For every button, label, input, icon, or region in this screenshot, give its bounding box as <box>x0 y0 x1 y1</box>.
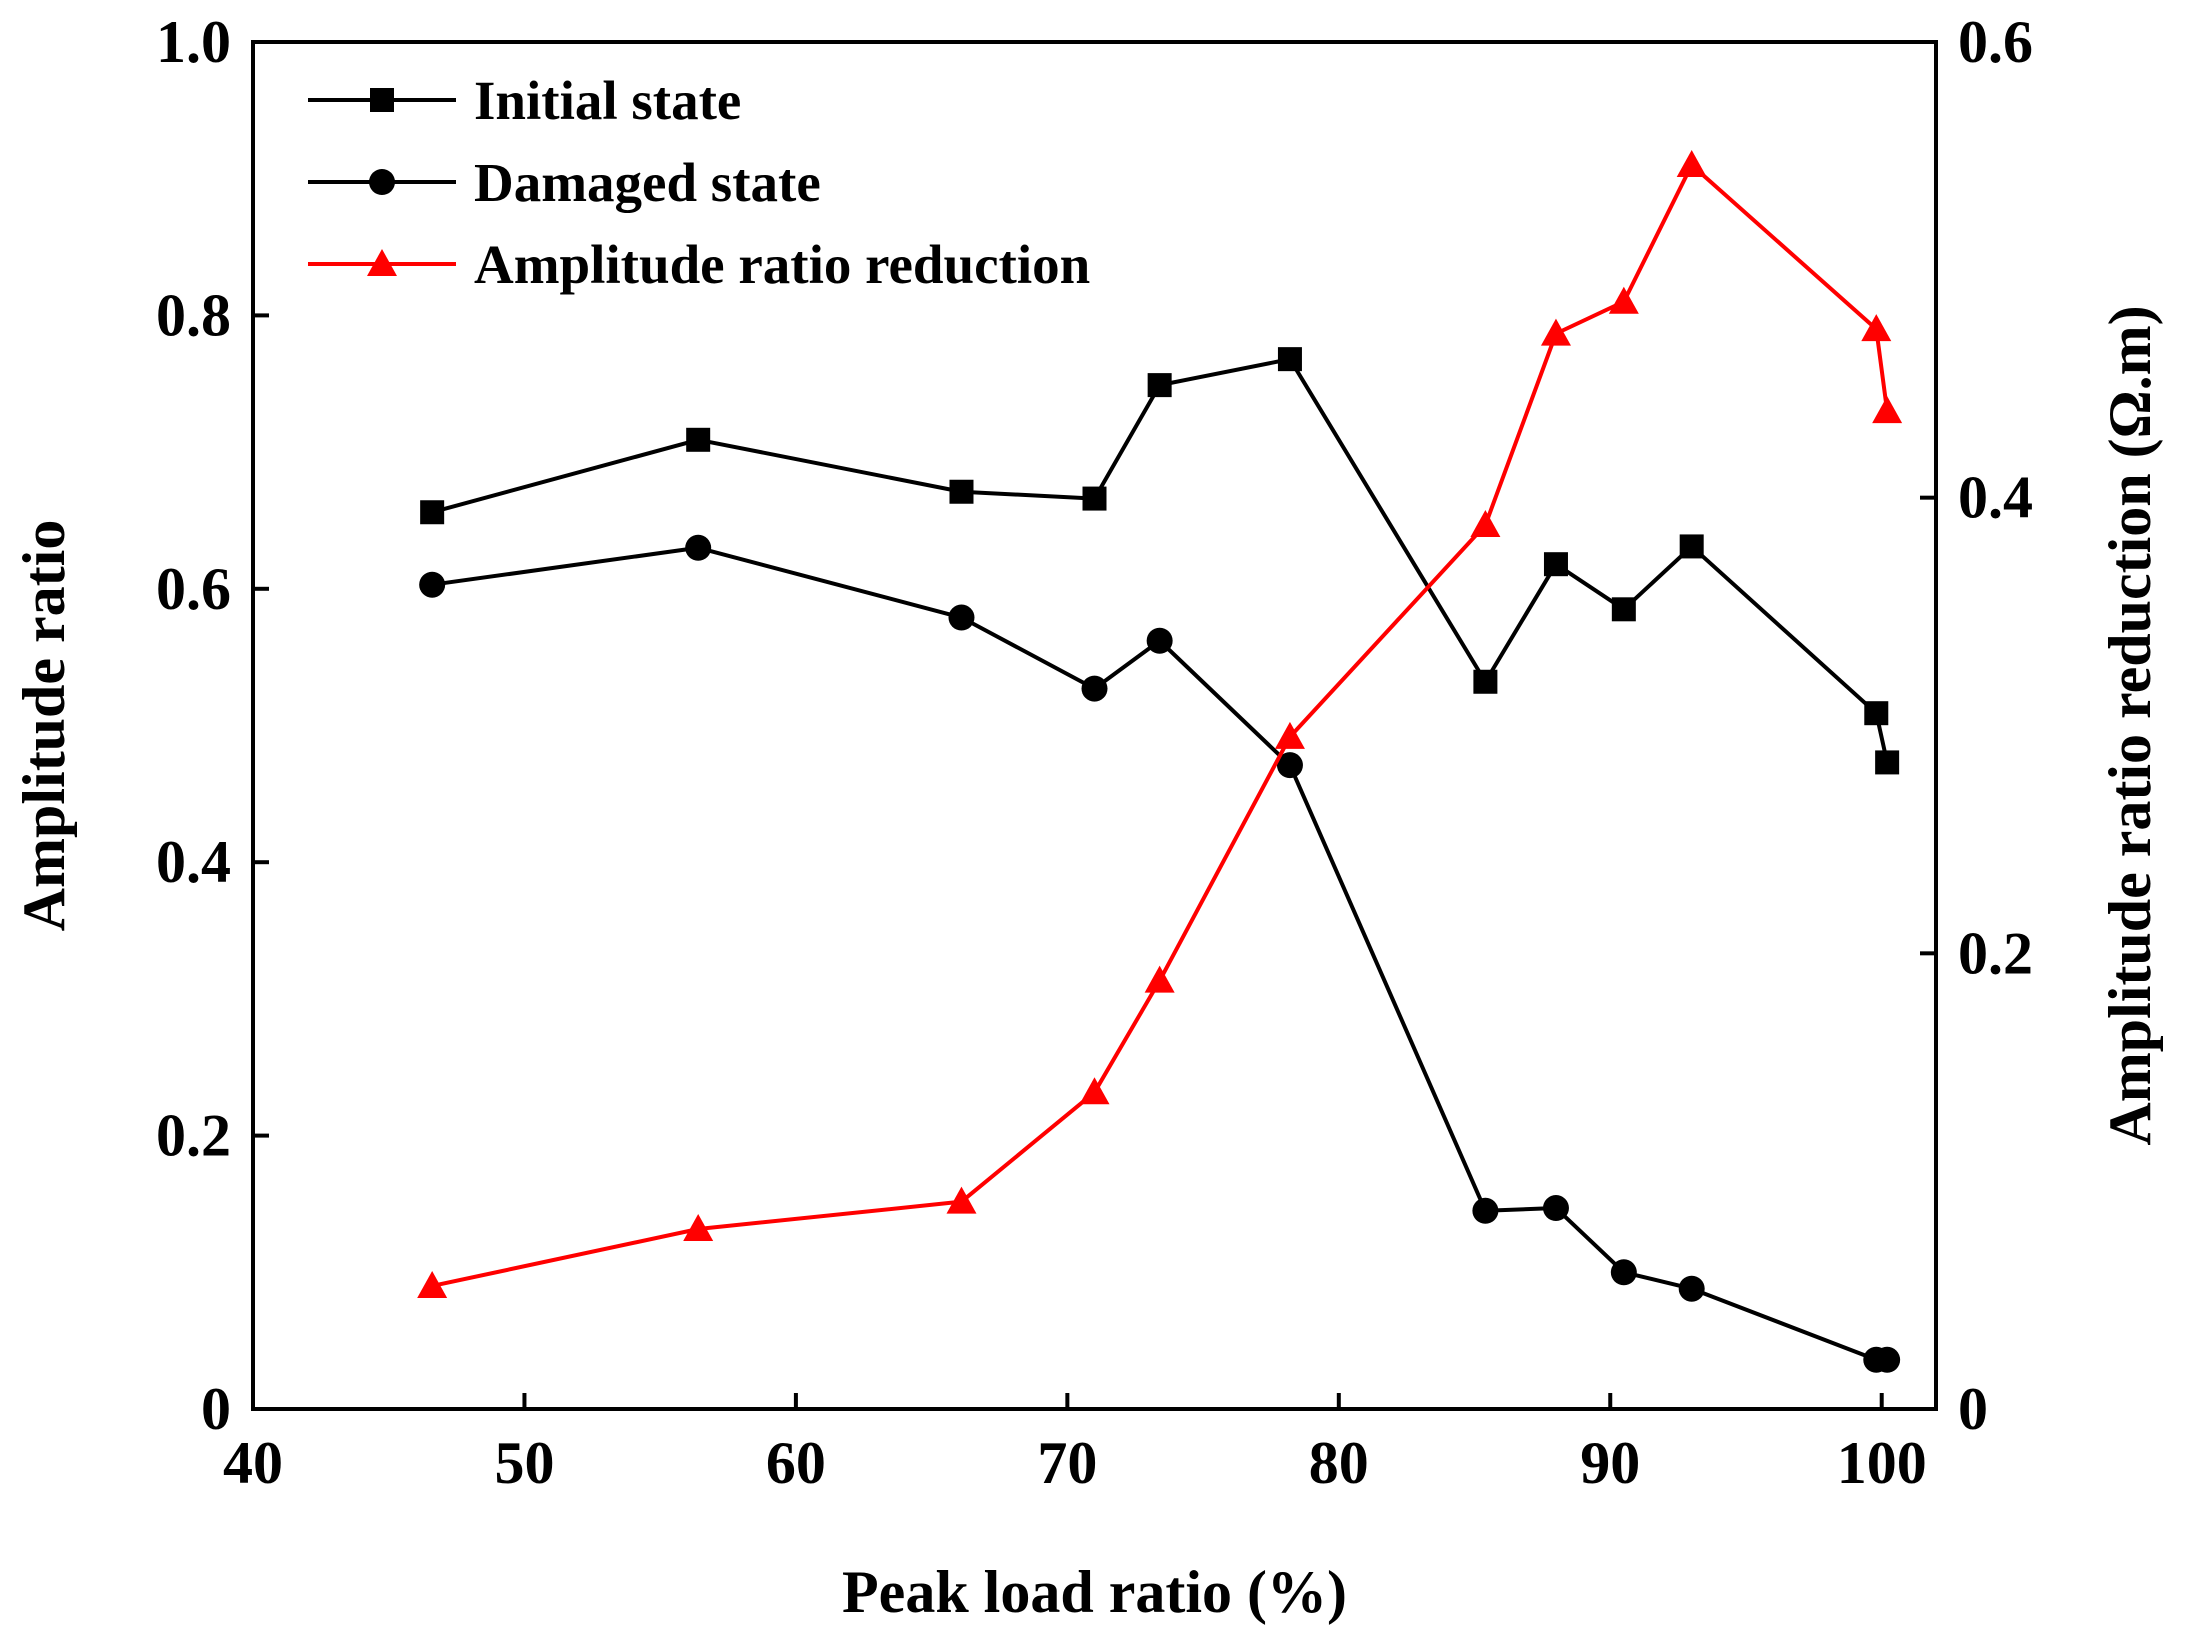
y-tick-label: 0.4 <box>156 829 231 895</box>
legend-item-damaged-state: Damaged state <box>308 152 821 213</box>
y-tick-label: 0 <box>201 1376 231 1442</box>
data-point <box>1082 486 1107 511</box>
data-point <box>1146 627 1173 654</box>
data-point <box>1610 1259 1637 1286</box>
data-point <box>1277 347 1302 372</box>
series-line <box>431 357 1890 763</box>
series-line <box>431 545 1888 1362</box>
data-point <box>1540 318 1571 346</box>
series-amplitude-ratio-reduction <box>417 150 1903 1298</box>
y2-tick-label: 0 <box>1958 1376 1988 1442</box>
data-point <box>1861 314 1892 342</box>
data-point <box>1875 750 1900 775</box>
legend-label: Amplitude ratio reduction <box>474 234 1090 295</box>
x-axis-title: Peak load ratio (%) <box>842 1559 1347 1625</box>
legend-label: Damaged state <box>474 152 821 213</box>
x-tick-label: 100 <box>1837 1430 1927 1496</box>
data-point <box>1081 675 1108 702</box>
y2-tick-label: 0.2 <box>1958 920 2033 986</box>
legend-label: Initial state <box>474 70 741 131</box>
data-point <box>683 1214 714 1242</box>
legend-marker <box>370 88 394 112</box>
legend: Initial state Damaged state Amplitude rati… <box>308 70 1090 295</box>
y2-tick-label: 0.6 <box>1958 9 2033 75</box>
data-point <box>1678 1275 1705 1302</box>
data-point <box>686 427 711 452</box>
legend-marker <box>369 169 395 195</box>
data-point <box>1864 701 1889 726</box>
plot-frame <box>251 40 1938 1411</box>
x-tick-label: 50 <box>494 1430 554 1496</box>
data-point <box>1147 373 1172 398</box>
data-point <box>1608 286 1639 314</box>
y-tick-label: 0.2 <box>156 1103 231 1169</box>
data-point <box>1679 534 1704 559</box>
data-point <box>1872 396 1903 424</box>
data-point <box>419 571 446 598</box>
axes: 40 50 60 70 80 90 100 0 0.2 0.4 0.6 0.8 1.0 0 0.2 0.4 0.… <box>156 9 2033 1496</box>
data-point <box>1079 1077 1110 1105</box>
y-tick-label: 0.8 <box>156 282 231 348</box>
data-point <box>1472 1197 1499 1224</box>
y-tick-label: 1.0 <box>156 9 231 75</box>
x-tick-label: 80 <box>1309 1430 1369 1496</box>
series-line <box>431 163 1890 1288</box>
legend-marker <box>367 249 397 276</box>
data-point <box>1611 597 1636 622</box>
data-point <box>948 604 975 631</box>
x-tick-label: 40 <box>223 1430 283 1496</box>
data-point <box>946 1186 977 1214</box>
data-point <box>1276 752 1303 779</box>
legend-item-amplitude-ratio-reduction: Amplitude ratio reduction <box>308 234 1090 295</box>
y2-axis-title: Amplitude ratio reduction (Ω.m) <box>2097 305 2163 1145</box>
data-point <box>1874 1346 1901 1373</box>
y2-tick-label: 0.4 <box>1958 465 2033 531</box>
series-layer <box>417 150 1903 1373</box>
data-point <box>1274 721 1305 749</box>
legend-item-initial-state: Initial state <box>308 70 741 131</box>
series-initial-state <box>420 347 1900 775</box>
data-point <box>1676 150 1707 178</box>
data-point <box>420 500 445 525</box>
y-tick-label: 0.6 <box>156 556 231 622</box>
data-point <box>417 1270 448 1298</box>
data-point <box>1542 1195 1569 1222</box>
x-tick-label: 90 <box>1580 1430 1640 1496</box>
y-axis-title: Amplitude ratio <box>11 520 77 932</box>
data-point <box>1470 510 1501 538</box>
series-damaged-state <box>419 534 1901 1373</box>
data-point <box>949 479 974 504</box>
data-point <box>1473 669 1498 694</box>
data-point <box>1543 552 1568 577</box>
x-tick-label: 70 <box>1037 1430 1097 1496</box>
x-tick-label: 60 <box>766 1430 826 1496</box>
data-point <box>1144 965 1175 993</box>
data-point <box>685 534 712 561</box>
